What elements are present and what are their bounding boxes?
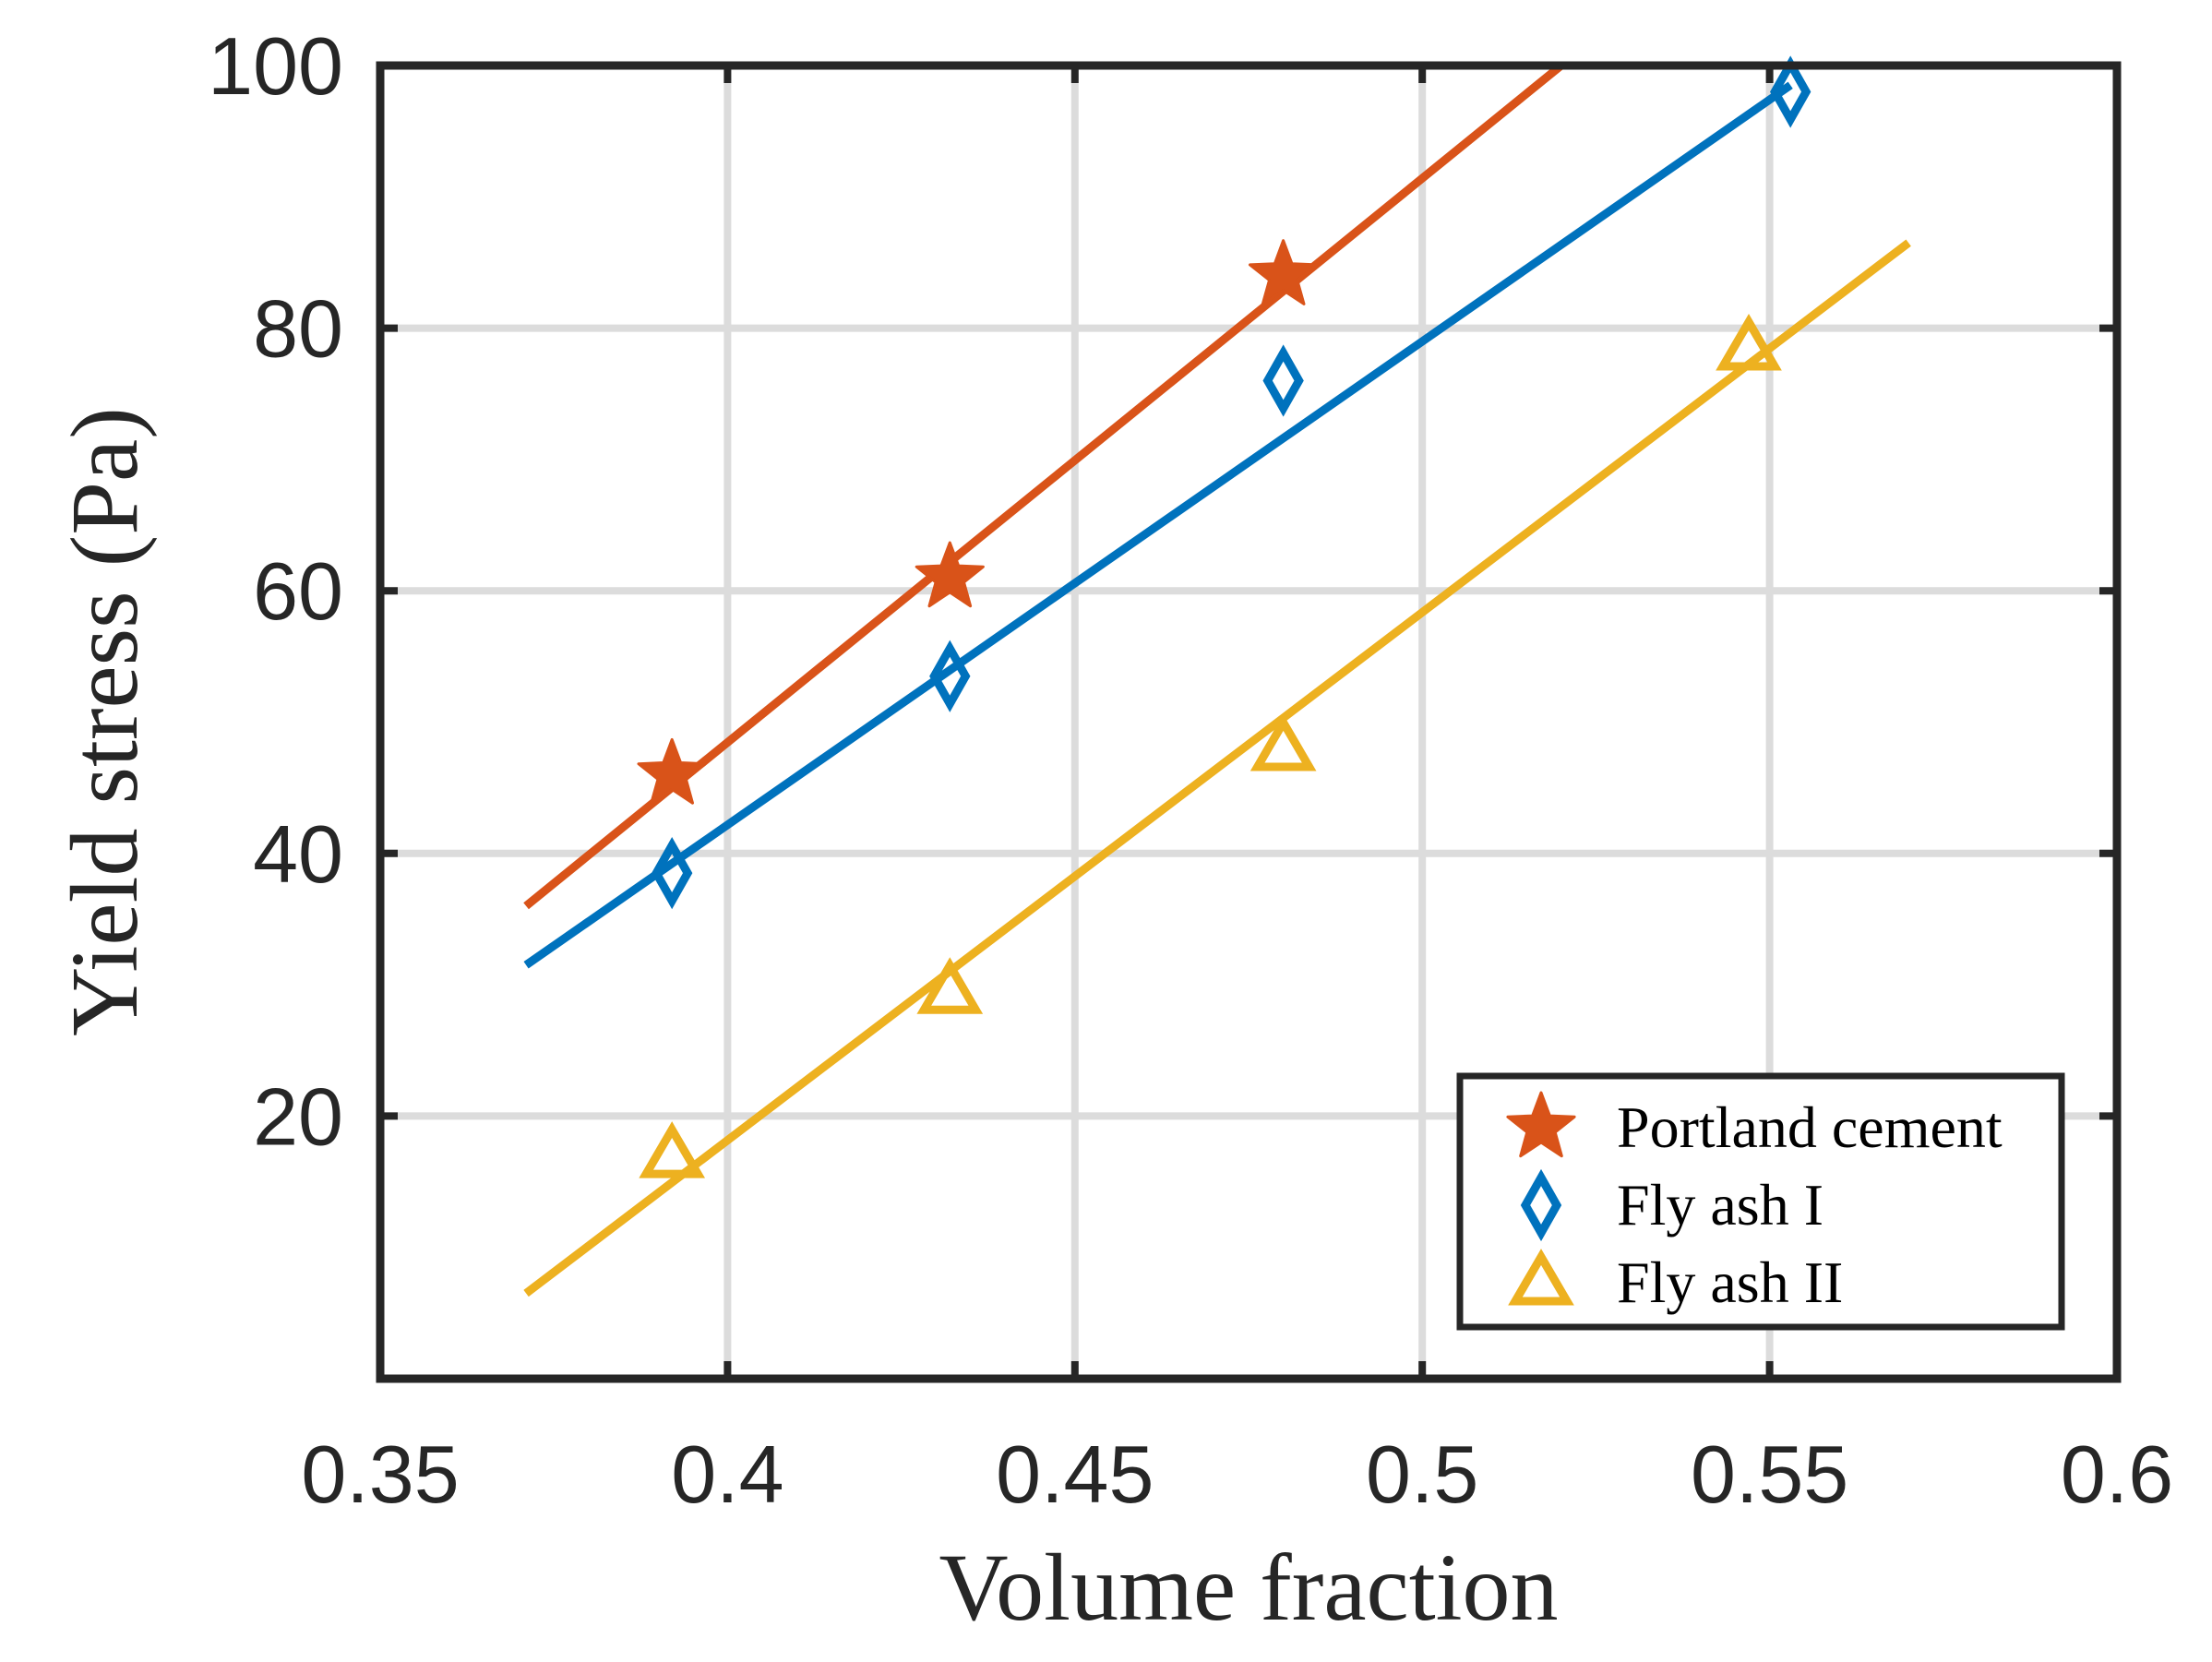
- legend-marker-portland-cement: [1506, 1091, 1576, 1158]
- x-tick-label: 0.6: [2061, 1429, 2173, 1520]
- legend-label-portland-cement: Portland cement: [1617, 1094, 2003, 1160]
- legend: Portland cement Fly ash I Fly ash II: [1456, 1072, 2065, 1331]
- marker-fly-ash-i: [652, 837, 693, 910]
- data-markers: [637, 55, 1811, 1178]
- marker-fly-ash-i: [929, 640, 971, 712]
- fit-line-fly-ash-ii: [523, 239, 1911, 1297]
- marker-portland-cement: [1249, 239, 1319, 305]
- marker-fly-ash-i: [1770, 55, 1811, 128]
- y-tick-label: 80: [253, 283, 343, 375]
- y-tick-labels: 20 40 60 80 100: [208, 20, 343, 1162]
- x-tick-labels: 0.35 0.4 0.45 0.5 0.55 0.6: [301, 1429, 2173, 1520]
- marker-fly-ash-ii: [916, 957, 984, 1014]
- x-tick-label: 0.35: [301, 1429, 459, 1520]
- y-tick-label: 20: [253, 1070, 343, 1162]
- x-tick-label: 0.45: [996, 1429, 1154, 1520]
- x-axis-title: Volume fraction: [939, 1535, 1558, 1641]
- y-tick-label: 60: [253, 545, 343, 637]
- y-axis-title: Yield stress (Pa): [52, 407, 158, 1036]
- x-tick-label: 0.4: [671, 1429, 783, 1520]
- x-tick-label: 0.5: [1366, 1429, 1478, 1520]
- legend-label-fly-ash-ii: Fly ash II: [1617, 1249, 1843, 1315]
- x-tick-label: 0.55: [1691, 1429, 1848, 1520]
- plot-frame: [376, 61, 2122, 1383]
- marker-fly-ash-ii: [1249, 714, 1317, 771]
- marker-fly-ash-ii: [1716, 314, 1782, 371]
- marker-portland-cement: [915, 541, 985, 608]
- grid-lines: [380, 66, 2117, 1379]
- marker-fly-ash-ii: [639, 1121, 706, 1178]
- legend-marker-fly-ash-ii: [1508, 1249, 1574, 1306]
- y-tick-label: 40: [253, 808, 343, 900]
- marker-fly-ash-i: [1262, 344, 1304, 417]
- y-tick-label: 100: [208, 20, 343, 112]
- legend-marker-fly-ash-i: [1520, 1168, 1562, 1242]
- axis-ticks: [377, 62, 2121, 1379]
- marker-portland-cement: [637, 737, 707, 805]
- fit-line-fly-ash-i: [523, 81, 1793, 969]
- legend-label-fly-ash-i: Fly ash I: [1617, 1172, 1823, 1238]
